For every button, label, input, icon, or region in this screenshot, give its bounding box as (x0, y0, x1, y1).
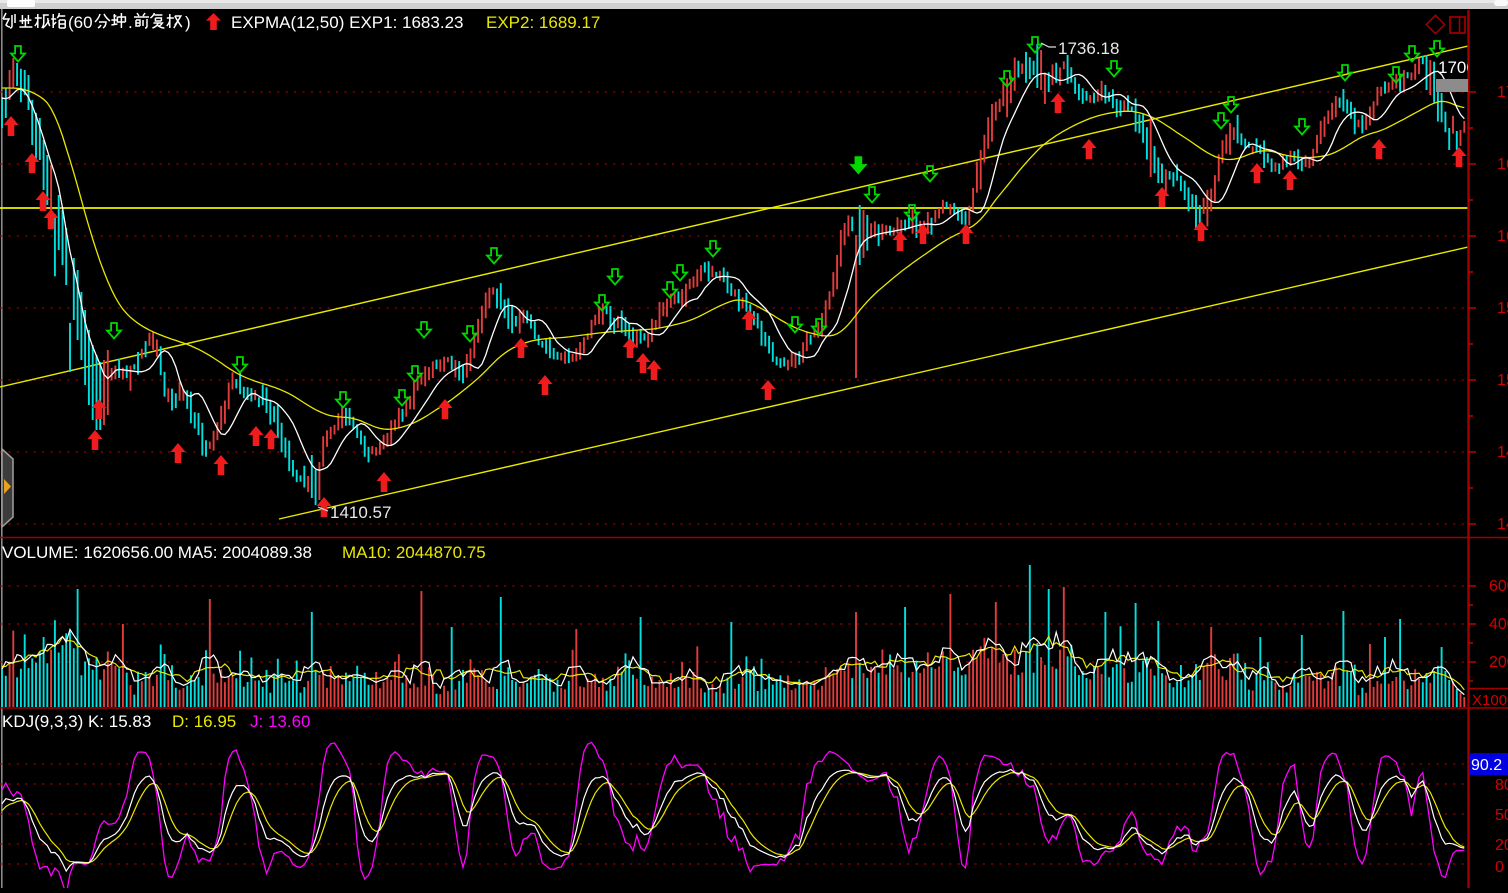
svg-text:KDJ(9,3,3) K: 15.83: KDJ(9,3,3) K: 15.83 (2, 712, 151, 731)
svg-text:J: 13.60: J: 13.60 (250, 712, 311, 731)
svg-text:1600.00: 1600.00 (1497, 228, 1508, 245)
svg-text:1450.00: 1450.00 (1497, 444, 1508, 461)
svg-text:VOLUME: 1620656.00 MA5: 20040: VOLUME: 1620656.00 MA5: 2004089.38 (2, 543, 312, 562)
svg-text:1650.00: 1650.00 (1497, 156, 1508, 173)
svg-text:D: 16.95: D: 16.95 (172, 712, 236, 731)
svg-text:20: 20 (1495, 837, 1508, 854)
svg-text:400: 400 (1489, 616, 1508, 633)
svg-text:(60: (60 (68, 13, 93, 32)
svg-text:1410.57: 1410.57 (330, 503, 391, 522)
svg-text:90.2: 90.2 (1471, 757, 1502, 774)
svg-text:1500.00: 1500.00 (1497, 372, 1508, 389)
svg-text:1550.00: 1550.00 (1497, 300, 1508, 317)
svg-text:1400.00: 1400.00 (1497, 516, 1508, 533)
svg-text:EXPMA(12,50) EXP1: 1683.23: EXPMA(12,50) EXP1: 1683.23 (231, 13, 463, 32)
svg-text:1706.2: 1706.2 (1438, 58, 1490, 77)
svg-text:0: 0 (1495, 859, 1504, 876)
svg-text:.: . (128, 13, 133, 32)
svg-text:): ) (185, 13, 191, 32)
svg-text:1700.00: 1700.00 (1497, 84, 1508, 101)
svg-text:MA10: 2044870.75: MA10: 2044870.75 (342, 543, 486, 562)
svg-text:1736.18: 1736.18 (1058, 39, 1119, 58)
svg-text:200: 200 (1489, 654, 1508, 671)
svg-text:600: 600 (1489, 578, 1508, 595)
svg-text:80: 80 (1495, 777, 1508, 794)
svg-text:EXP2: 1689.17: EXP2: 1689.17 (486, 13, 600, 32)
svg-text:50: 50 (1495, 807, 1508, 824)
svg-text:X10000: X10000 (1472, 692, 1508, 709)
